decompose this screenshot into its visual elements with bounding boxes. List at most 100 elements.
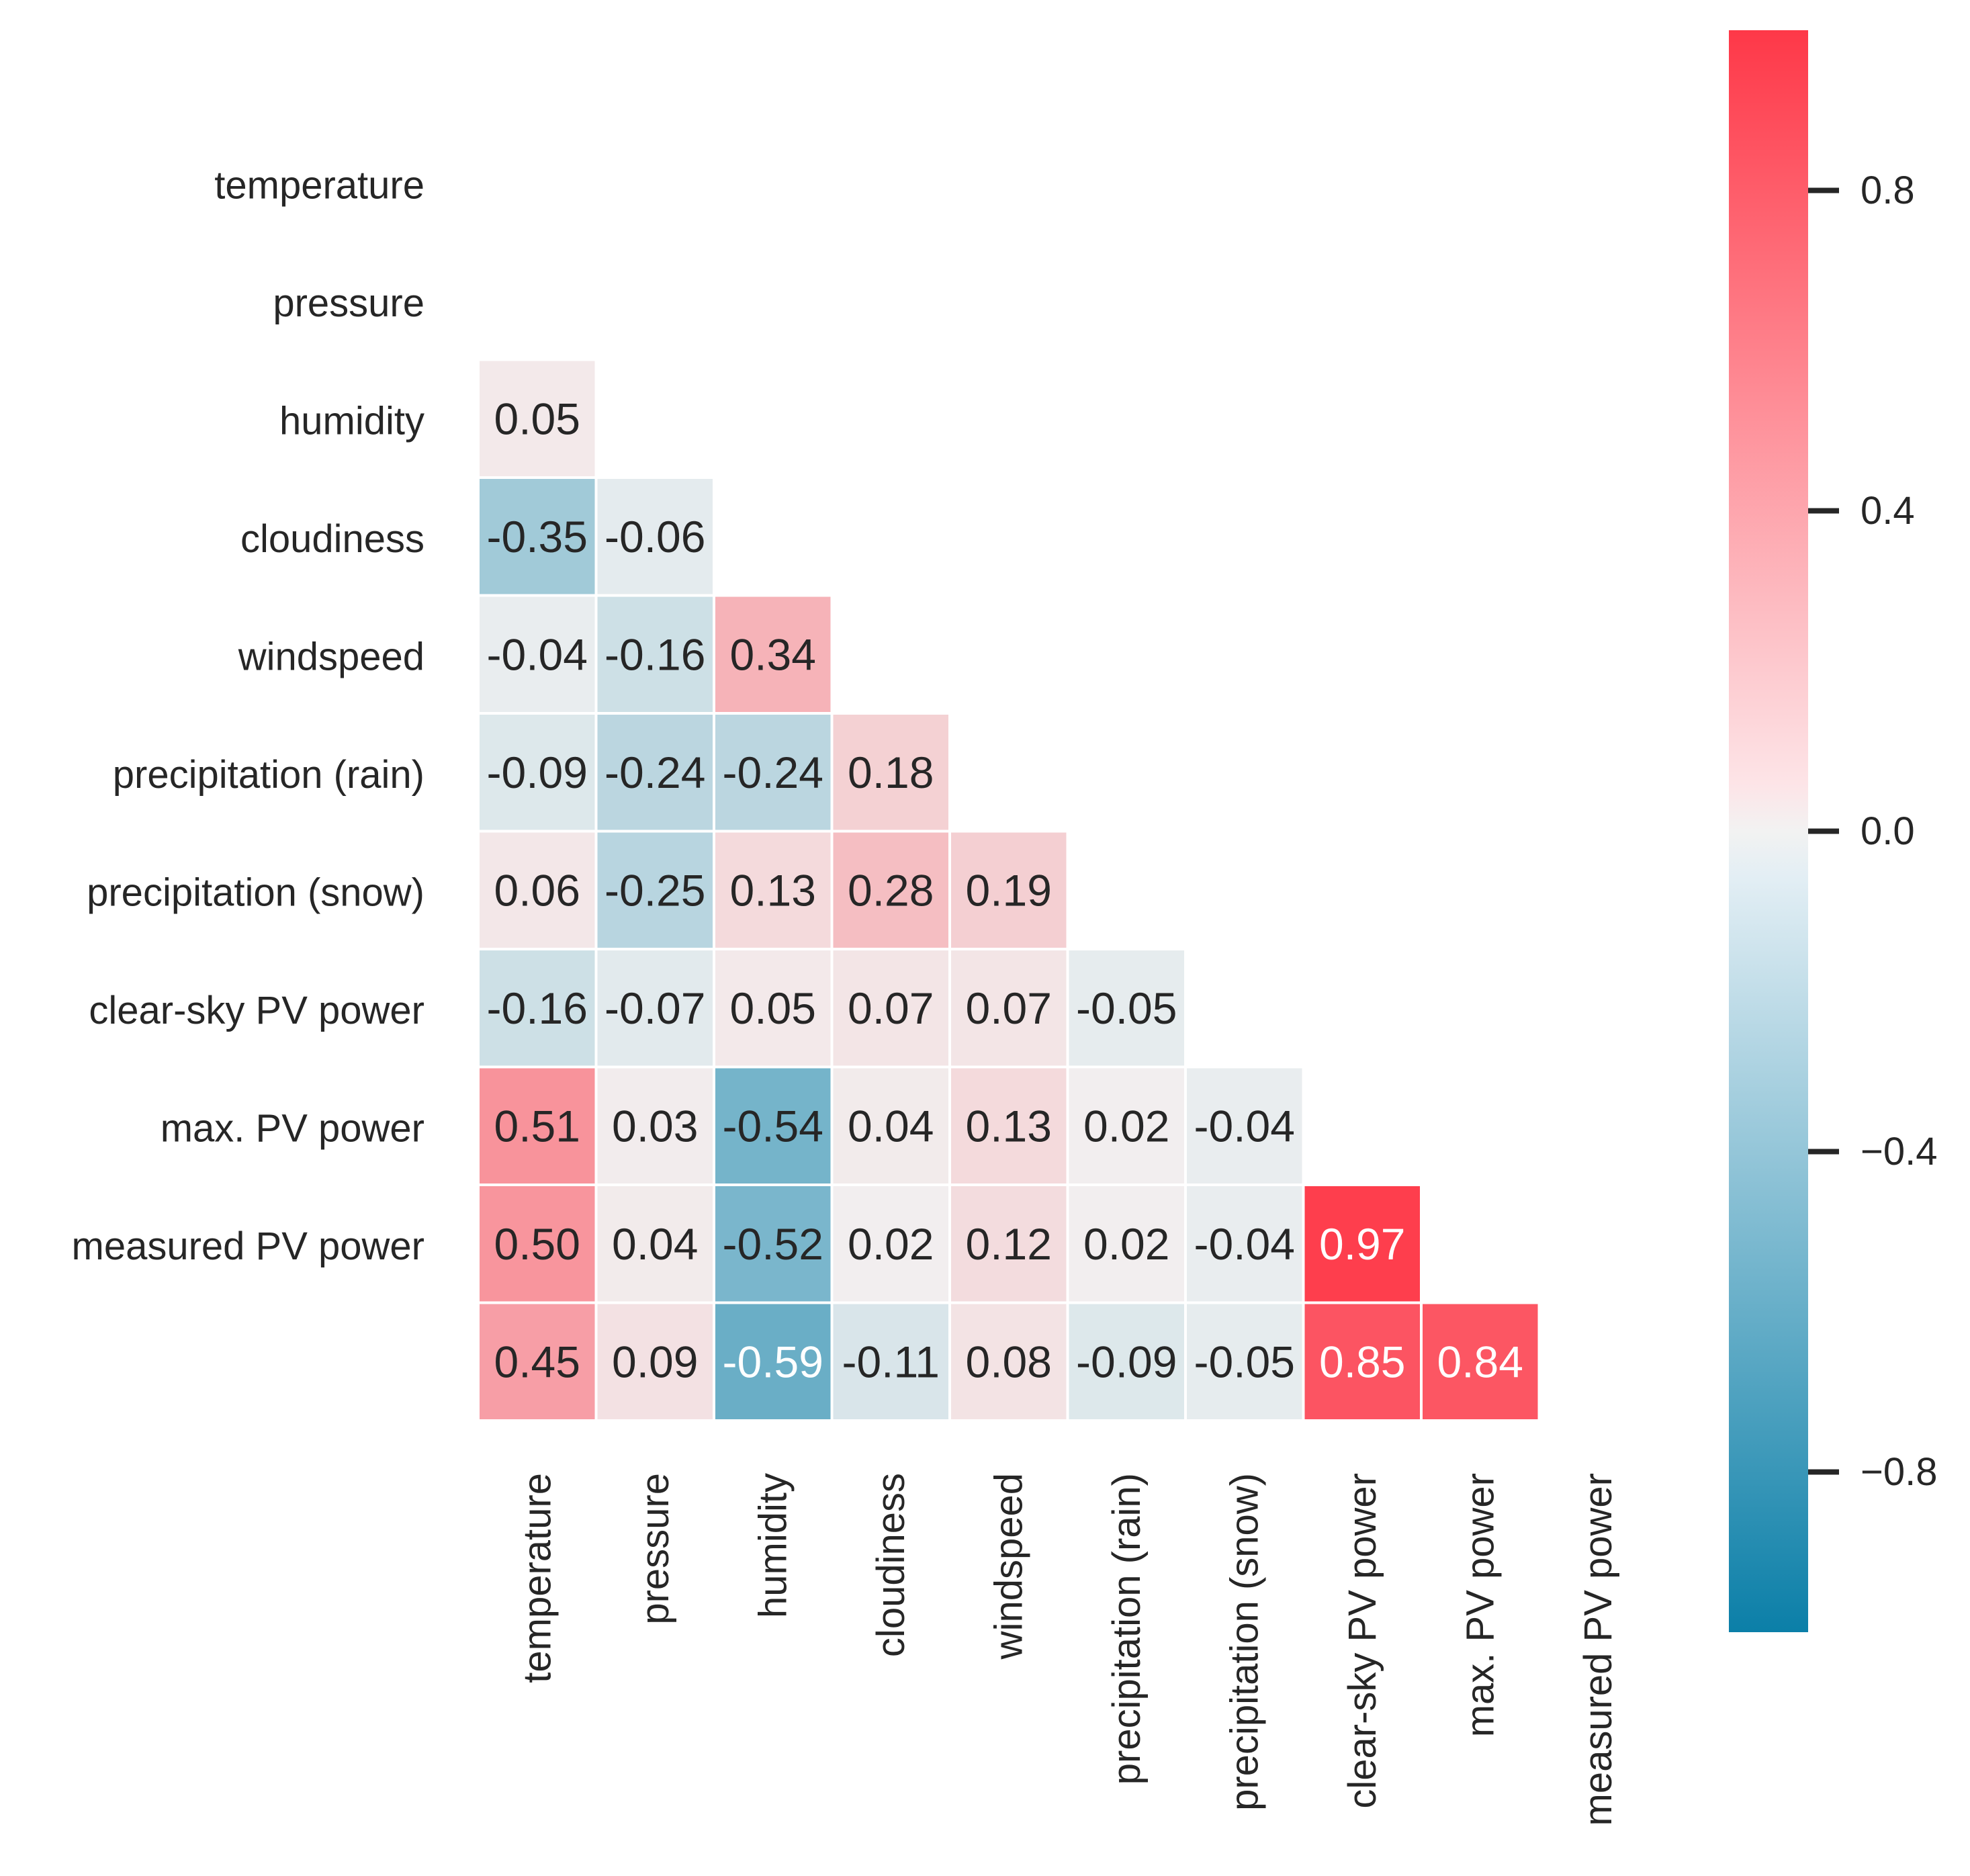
cell-value-label: 0.09 <box>612 1337 698 1386</box>
cell-value-label: 0.13 <box>966 1101 1052 1151</box>
cell-value-label: -0.11 <box>842 1337 940 1386</box>
heatmap-cell <box>951 832 1067 948</box>
heatmap-cell <box>480 1304 595 1419</box>
heatmap-cell <box>833 1186 948 1302</box>
cell-value-label: 0.02 <box>1083 1101 1169 1151</box>
column-label: cloudiness <box>869 1473 913 1657</box>
heatmap-cell <box>951 1068 1067 1183</box>
row-label: humidity <box>279 399 424 443</box>
heatmap-cell <box>715 1304 831 1419</box>
row-labels: temperature pressure humidity cloudiness win… <box>72 163 424 1268</box>
heatmap-cell <box>480 1186 595 1302</box>
heatmap-cell <box>480 479 595 594</box>
cell-value-label: -0.24 <box>605 748 705 797</box>
cell-value-label: 0.04 <box>612 1219 698 1269</box>
row-label: temperature <box>214 163 424 207</box>
cell-value-label: -0.35 <box>487 512 588 562</box>
cell-value-label: -0.59 <box>723 1337 823 1386</box>
heatmap-cell <box>951 1304 1067 1419</box>
heatmap-cell <box>715 715 831 830</box>
cell-value-label: -0.54 <box>723 1101 823 1151</box>
column-label: temperature <box>515 1473 559 1683</box>
cell-value-label: -0.09 <box>1076 1337 1177 1386</box>
heatmap-cell <box>1187 1186 1302 1302</box>
cell-value-label: -0.04 <box>487 629 588 679</box>
heatmap-cell <box>480 950 595 1066</box>
column-label: humidity <box>751 1473 795 1618</box>
cell-value-label: 0.07 <box>966 983 1052 1033</box>
heatmap-cell <box>597 832 713 948</box>
heatmap-cell <box>480 1068 595 1183</box>
cell-value-label: 0.13 <box>730 865 816 915</box>
heatmap-cell <box>715 596 831 712</box>
heatmap-cell <box>833 832 948 948</box>
heatmap-cell <box>833 1068 948 1183</box>
row-label: precipitation (rain) <box>113 753 424 797</box>
row-label: max. PV power <box>161 1106 424 1150</box>
heatmap-cell <box>480 361 595 476</box>
cell-value-label: -0.16 <box>487 983 588 1033</box>
heatmap-cell <box>715 950 831 1066</box>
cell-value-label: 0.02 <box>1083 1219 1169 1269</box>
cell-value-label: 0.50 <box>494 1219 580 1269</box>
cell-value-label: -0.52 <box>723 1219 823 1269</box>
heatmap-cell <box>1423 1304 1538 1419</box>
column-label: precipitation (rain) <box>1105 1473 1149 1785</box>
heatmap-cell <box>951 950 1067 1066</box>
cell-value-label: 0.03 <box>612 1101 698 1151</box>
heatmap-cells: 0.05 -0.35 -0.06 -0.04 -0.16 0.34 -0.09 -0.24 -0… <box>480 361 1538 1419</box>
cell-value-label: 0.08 <box>966 1337 1052 1386</box>
cell-value-label: -0.25 <box>605 865 705 915</box>
heatmap-cell <box>833 715 948 830</box>
column-label: measured PV power <box>1576 1473 1620 1826</box>
heatmap-cell <box>597 1186 713 1302</box>
heatmap-cell <box>1069 950 1184 1066</box>
colorbar: 0.8 0.4 0.0 −0.4 −0.8 <box>1729 30 1938 1632</box>
heatmap-cell <box>1187 1304 1302 1419</box>
heatmap-cell <box>951 1186 1067 1302</box>
heatmap-cell <box>715 832 831 948</box>
colorbar-tick-label: −0.4 <box>1861 1130 1938 1173</box>
heatmap-cell <box>1304 1186 1420 1302</box>
column-label: clear-sky PV power <box>1341 1473 1384 1809</box>
colorbar-tick-label: 0.4 <box>1861 489 1915 533</box>
heatmap-cell <box>597 950 713 1066</box>
row-label: clear-sky PV power <box>89 989 424 1032</box>
cell-value-label: 0.34 <box>730 629 816 679</box>
heatmap-cell <box>1069 1186 1184 1302</box>
cell-value-label: 0.19 <box>966 865 1052 915</box>
cell-value-label: -0.04 <box>1194 1101 1295 1151</box>
heatmap-cell <box>833 950 948 1066</box>
cell-value-label: 0.84 <box>1437 1337 1523 1386</box>
column-label: max. PV power <box>1458 1473 1502 1737</box>
heatmap-cell <box>715 1186 831 1302</box>
cell-value-label: 0.05 <box>494 394 580 443</box>
cell-value-label: -0.07 <box>605 983 705 1033</box>
heatmap-cell <box>1069 1304 1184 1419</box>
cell-value-label: -0.09 <box>487 748 588 797</box>
cell-value-label: 0.02 <box>848 1219 934 1269</box>
cell-value-label: 0.51 <box>494 1101 580 1151</box>
heatmap-cell <box>715 1068 831 1183</box>
heatmap-cell <box>480 596 595 712</box>
colorbar-tick-label: 0.8 <box>1861 169 1915 212</box>
cell-value-label: 0.18 <box>848 748 934 797</box>
cell-value-label: -0.06 <box>605 512 705 562</box>
cell-value-label: 0.05 <box>730 983 816 1033</box>
cell-value-label: -0.24 <box>723 748 823 797</box>
cell-value-label: 0.97 <box>1319 1219 1405 1269</box>
heatmap-cell <box>597 479 713 594</box>
row-label: measured PV power <box>72 1224 424 1268</box>
colorbar-gradient <box>1729 30 1808 1632</box>
colorbar-tick-label: 0.0 <box>1861 809 1915 853</box>
cell-value-label: 0.06 <box>494 865 580 915</box>
heatmap-cell <box>597 596 713 712</box>
column-label: precipitation (snow) <box>1222 1473 1266 1811</box>
heatmap-cell <box>597 1304 713 1419</box>
row-label: cloudiness <box>240 517 424 561</box>
colorbar-tick-label: −0.8 <box>1861 1450 1938 1494</box>
column-label: windspeed <box>987 1473 1030 1660</box>
heatmap-cell <box>597 1068 713 1183</box>
cell-value-label: 0.85 <box>1319 1337 1405 1386</box>
